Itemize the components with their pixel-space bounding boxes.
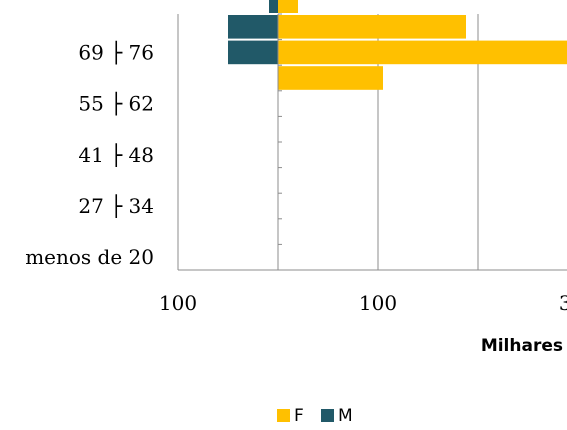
- y-tick-label-4: 69 ├ 76: [78, 40, 154, 64]
- bar-F-10: [278, 0, 298, 13]
- x-tick-labels: 100 100 300: [159, 291, 567, 315]
- y-tick-label-1: 27 ├ 34: [78, 194, 154, 218]
- y-tick-label-3: 55 ├ 62: [78, 92, 154, 116]
- bar-M-8: [228, 40, 278, 65]
- unit-label: Milhares: [481, 336, 563, 356]
- y-tick-label-2: 41 ├ 48: [78, 143, 154, 167]
- bar-F-8: [278, 40, 567, 65]
- legend-swatch-F: [277, 409, 290, 422]
- bar-M-9: [228, 15, 278, 39]
- x-tick-label-1: 100: [359, 291, 397, 315]
- x-tick-label-0: 100: [159, 291, 197, 315]
- legend-item-F: F: [277, 406, 304, 426]
- bars: [228, 0, 567, 90]
- bar-F-7: [278, 66, 383, 90]
- y-tick-label-0: menos de 20: [25, 245, 154, 269]
- legend-item-M: M: [321, 406, 353, 426]
- y-tick-labels: menos de 20 27 ├ 34 41 ├ 48 55 ├ 62 69 ├ 76: [25, 40, 154, 269]
- legend-label-M: M: [338, 406, 353, 426]
- axis: [178, 13, 567, 271]
- legend-label-F: F: [294, 406, 304, 426]
- bar-F-9: [278, 15, 466, 39]
- legend-swatch-M: [321, 409, 334, 422]
- x-tick-label-2: 300: [559, 291, 567, 315]
- bar-M-10: [269, 0, 278, 13]
